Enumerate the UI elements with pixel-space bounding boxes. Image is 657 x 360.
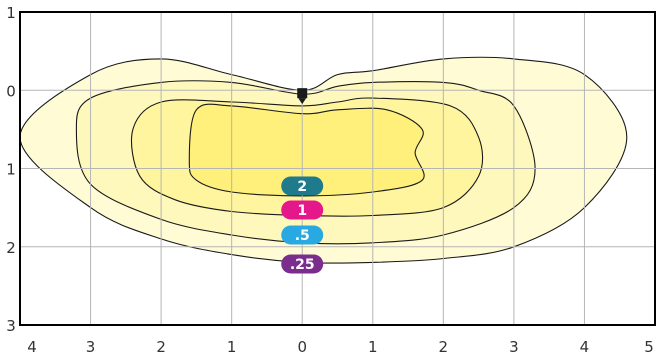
level-badge-label: .5 xyxy=(295,228,310,244)
y-tick-label: 0 xyxy=(6,82,16,100)
x-tick-label: 3 xyxy=(509,338,519,356)
x-tick-label: 5 xyxy=(644,338,654,356)
y-tick-label: 3 xyxy=(6,317,16,335)
x-tick-label: 4 xyxy=(580,338,590,356)
x-tick-label: 2 xyxy=(439,338,449,356)
level-badge-label: 1 xyxy=(297,203,307,219)
source-marker xyxy=(297,88,307,98)
x-tick-label: 2 xyxy=(156,338,166,356)
x-tick-label: 4 xyxy=(27,338,37,356)
y-tick-label: 1 xyxy=(6,161,16,179)
x-tick-label: 0 xyxy=(297,338,307,356)
level-badge-label: .25 xyxy=(290,257,315,273)
y-tick-label: 2 xyxy=(6,239,16,257)
y-tick-label: 1 xyxy=(6,4,16,22)
x-tick-label: 3 xyxy=(86,338,96,356)
x-tick-label: 1 xyxy=(368,338,378,356)
level-badge-label: 2 xyxy=(297,179,307,195)
x-tick-label: 1 xyxy=(227,338,237,356)
